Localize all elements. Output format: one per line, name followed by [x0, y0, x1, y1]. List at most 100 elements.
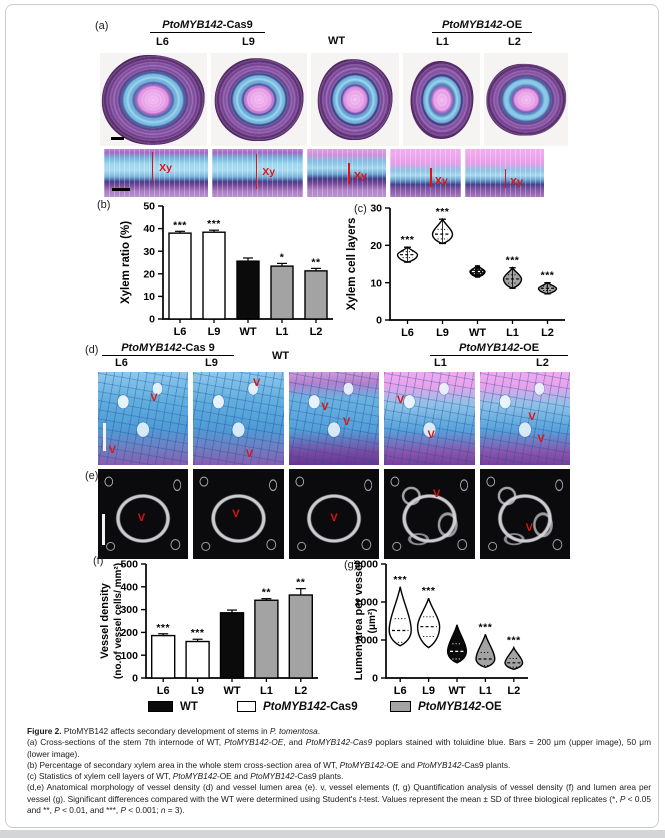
svg-text:L1: L1	[276, 326, 289, 338]
svg-text:***: ***	[173, 219, 187, 231]
cross-section-disc	[410, 60, 474, 139]
caption-text: -Cas9 plants.	[461, 759, 511, 770]
violin-l2: ***	[537, 270, 558, 295]
svg-text:***: ***	[479, 621, 493, 633]
svg-text:0: 0	[372, 673, 378, 685]
svg-text:10: 10	[370, 277, 382, 289]
xylem-cell-layers-violin-chart: 0 10 20 30 Xylem cell layers L6 L9 WT L1 L2 *** ***…	[343, 196, 571, 353]
svg-text:30: 30	[143, 246, 155, 258]
bar-l1: **	[254, 587, 279, 679]
svg-text:L9: L9	[208, 326, 221, 338]
line-label-l9: L9	[242, 36, 255, 48]
legend-label: WT	[180, 700, 198, 713]
panel-d-letter: (d)	[85, 344, 99, 356]
vessel-marker: V	[232, 508, 240, 520]
violin-wt	[469, 264, 486, 278]
group-header-cas9: PtoMYB142-Cas9	[150, 18, 265, 33]
caption-line-4: (c) Statistics of xylem cell layers of W…	[27, 771, 651, 782]
legend-swatch	[148, 701, 173, 712]
caption-italic-text: PtoMYB142	[339, 759, 384, 770]
svg-text:***: ***	[156, 622, 170, 634]
caption-italic-text: P	[54, 805, 60, 816]
vessel-lumen-sem-wt: V	[288, 469, 380, 559]
violin-l2: ***	[504, 635, 524, 670]
stem-cross-section-l1	[403, 53, 481, 146]
caption-text: PtoMYB142 affects secondary development …	[61, 726, 270, 736]
caption-italic-text: PtoMYB142	[250, 771, 295, 782]
group-header-oe-d: PtoMYB142-OE	[430, 341, 568, 356]
svg-text:L1: L1	[260, 685, 273, 697]
caption-text: -OE and	[216, 771, 251, 782]
vessel-marker: V	[330, 511, 338, 524]
xylem-closeup-l9: Xy	[211, 149, 304, 197]
vessel-marker: V	[108, 444, 117, 457]
caption-line-1: Figure 2. PtoMYB142 affects secondary de…	[27, 726, 651, 737]
bar-l2: **	[304, 256, 328, 320]
caption-italic-text: t	[358, 793, 362, 804]
svg-text:***: ***	[422, 585, 436, 597]
cross-section-disc	[486, 63, 566, 136]
caption-text: < 0.01, and ***,	[59, 805, 121, 816]
stem-cross-section-l2	[484, 53, 568, 146]
svg-text:500: 500	[120, 559, 138, 571]
caption-text: = 3).	[165, 805, 185, 816]
panel-g-letter: (g)	[344, 559, 358, 571]
caption-text: (b) Percentage of secondary xylem area i…	[27, 759, 340, 770]
caption-bold-text: Figure 2.	[27, 726, 62, 736]
caption-line-3: (b) Percentage of secondary xylem area i…	[27, 760, 651, 771]
bar-wt	[236, 257, 260, 320]
gene-suffix: -OE	[519, 342, 540, 354]
svg-text:0: 0	[149, 314, 155, 326]
panel-c-letter: (c)	[354, 203, 367, 215]
violin-l1: ***	[475, 621, 496, 669]
xylem-closeup-l6: Xy	[104, 149, 208, 197]
cross-section-disc	[102, 54, 205, 145]
svg-text:50: 50	[143, 201, 155, 213]
scale-bar-vertical	[102, 423, 106, 452]
vessel-marker: V	[432, 488, 441, 501]
cross-section-disc	[214, 57, 304, 142]
xylem-label: Xy	[262, 166, 276, 179]
svg-text:***: ***	[401, 234, 415, 246]
svg-text:WT: WT	[448, 685, 465, 697]
caption-text: .	[317, 726, 321, 736]
vessel-marker: V	[528, 410, 536, 423]
caption-text: < 0.001;	[125, 805, 161, 816]
scale-bar-50um	[112, 187, 131, 192]
svg-text:L6: L6	[394, 685, 407, 697]
panel-f-letter: (f)	[93, 555, 104, 567]
svg-text:3000: 3000	[355, 559, 379, 571]
vessel-marker: V	[253, 377, 261, 390]
legend-label: PtoMYB142-Cas9	[263, 700, 358, 713]
xylem-closeup-l2: Xy	[465, 149, 545, 197]
gene-suffix: -OE	[502, 19, 523, 31]
stem-cross-section-l6	[100, 53, 207, 146]
svg-text:L9: L9	[191, 685, 204, 697]
caption-italic-text: P	[619, 793, 626, 804]
vessel-marker: V	[245, 447, 254, 460]
violin-l6: ***	[388, 574, 412, 647]
svg-text:L2: L2	[310, 326, 323, 338]
svg-text:Vessel density: Vessel density	[99, 582, 111, 659]
xylem-closeup-wt: Xy	[307, 149, 387, 197]
svg-text:***: ***	[507, 635, 521, 647]
svg-text:200: 200	[120, 627, 138, 639]
svg-text:***: ***	[506, 255, 520, 267]
figure-caption: Figure 2. PtoMYB142 affects secondary de…	[27, 726, 651, 816]
svg-text:***: ***	[191, 627, 205, 639]
xylem-extent-line	[429, 168, 432, 188]
line-label-l2-d: L2	[536, 357, 549, 369]
line-label-l1-d: L1	[434, 357, 447, 369]
svg-text:L1: L1	[506, 327, 519, 339]
gene-name-italic: PtoMYB142	[418, 700, 482, 713]
caption-text: poplars stained with toluidine blue. Bar…	[27, 737, 651, 759]
gene-suffix: -Cas9	[222, 19, 253, 31]
panel-e-letter: (e)	[85, 470, 99, 482]
xylem-label: Xy	[434, 174, 448, 187]
svg-text:***: ***	[541, 270, 555, 282]
vessel-marker: V	[525, 522, 534, 535]
vessel-lumen-row: V V V V V	[98, 469, 571, 559]
